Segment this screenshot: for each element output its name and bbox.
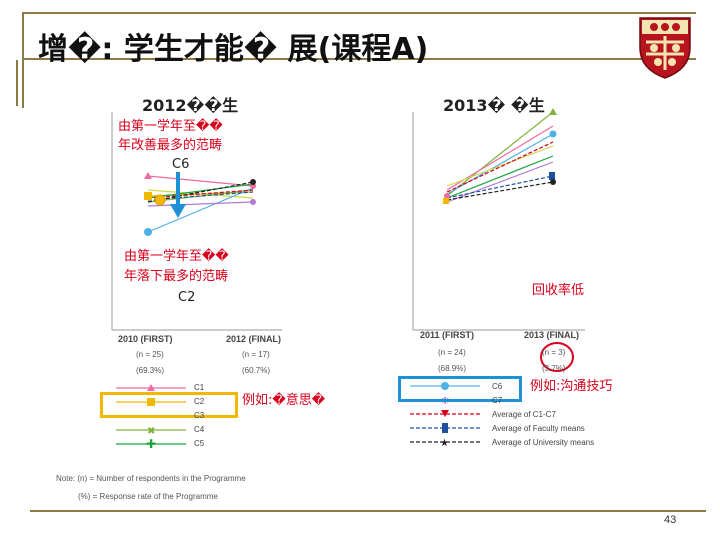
legend-avg-c1-c7: Average of C1-C7: [492, 410, 556, 419]
right-x-final: 2013 (FINAL): [524, 330, 580, 340]
c2-highlight-box: [100, 392, 238, 418]
left-n-first: (n = 25): [136, 350, 164, 359]
right-chart-heading: 2013� �生: [443, 96, 545, 115]
right-rate-first: (68.9%): [438, 364, 467, 373]
left-rate-first: (69.3%): [136, 366, 165, 375]
legend-c1: C1: [194, 383, 205, 392]
right-chart-lines: [446, 111, 554, 203]
legend-c6: C6: [492, 382, 503, 391]
note-line1: Note: (n) = Number of respondents in the…: [56, 474, 246, 483]
decline-note-line1: 由第一学年至��: [124, 249, 229, 264]
legend-avg-university: Average of University means: [492, 438, 595, 447]
right-x-first: 2011 (FIRST): [420, 330, 475, 340]
slide-title: 增�: 学生才能� 展(课程A): [38, 32, 429, 67]
example-label-right: 例如:沟通技巧: [530, 379, 613, 394]
svg-text:✚: ✚: [146, 437, 156, 450]
left-chart-lines: [147, 175, 254, 233]
university-crest-logo: [639, 17, 691, 79]
legend-c7: C7: [492, 396, 503, 405]
title-rule: [22, 58, 696, 60]
legend-c5: C5: [194, 439, 205, 448]
left-chart-markers: [144, 172, 256, 236]
right-n-final: (n = 3): [542, 348, 566, 357]
svg-text:★: ★: [440, 438, 449, 449]
left-x-first: 2010 (FIRST): [118, 334, 173, 344]
bottom-rule: [30, 510, 706, 512]
improve-note-line2: 年改善最多的范畴: [118, 138, 223, 153]
left-chart-heading: 2012��生: [142, 96, 239, 115]
legend-c4: C4: [194, 425, 205, 434]
left-x-final: 2012 (FINAL): [226, 334, 282, 344]
right-n-first: (n = 24): [438, 348, 466, 357]
page-number: 43: [664, 514, 677, 526]
decline-code-label: C2: [178, 290, 196, 305]
improve-note-line1: 由第一学年至��: [118, 119, 223, 134]
legend-c3: C3: [194, 411, 205, 420]
svg-text:✖: ✖: [147, 426, 155, 437]
note-line2: (%) = Response rate of the Programme: [78, 492, 218, 501]
example-label-left: 例如:�意思�: [242, 393, 326, 408]
left-rate-final: (60.7%): [242, 366, 271, 375]
decline-note-line2: 年落下最多的范畴: [124, 269, 229, 284]
left-rule: [22, 12, 24, 108]
low-response-note: 回收率低: [532, 283, 585, 298]
top-rule: [22, 12, 696, 14]
low-response-circle: [540, 342, 574, 372]
left-n-final: (n = 17): [242, 350, 270, 359]
c6-highlight-box: [398, 376, 522, 402]
legend-avg-faculty: Average of Faculty means: [492, 424, 585, 433]
legend-c2: C2: [194, 397, 205, 406]
right-rate-final: (3.7%): [542, 364, 566, 373]
improve-code-label: C6: [172, 157, 190, 172]
left-rule-inner: [16, 60, 18, 106]
right-chart-markers: [443, 108, 557, 204]
